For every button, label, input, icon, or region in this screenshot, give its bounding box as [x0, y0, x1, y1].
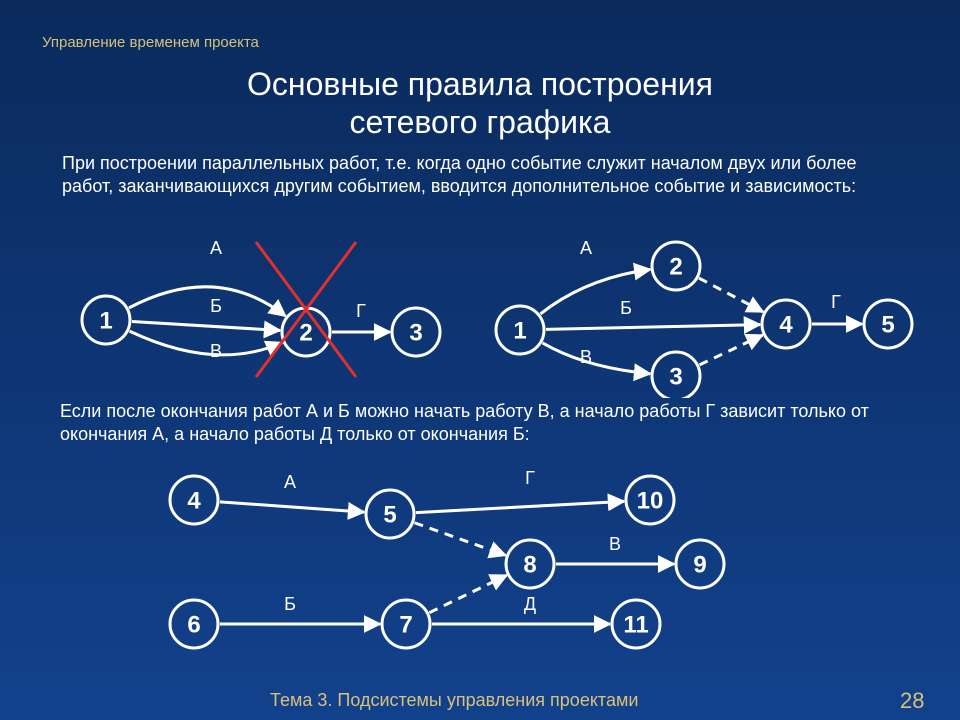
- node-label-7: 7: [399, 612, 412, 639]
- edge-5-8: [414, 523, 505, 556]
- node-label-3: 3: [409, 320, 422, 347]
- diagram-a: А Б В Г 1 2 3: [66, 232, 446, 382]
- node-label-11: 11: [623, 612, 648, 639]
- edge-1-3: [543, 343, 651, 374]
- edge-1-2: [540, 269, 650, 313]
- node-label-2: 2: [299, 320, 312, 347]
- edge-label-Б: Б: [284, 594, 296, 614]
- node-label-1: 1: [99, 308, 112, 335]
- paragraph-2: Если после окончания работ А и Б можно н…: [60, 400, 910, 447]
- node-label-5: 5: [881, 312, 894, 339]
- edge-label-Б: Б: [210, 296, 222, 316]
- edge-label-А: А: [210, 238, 222, 258]
- node-label-2: 2: [669, 254, 682, 281]
- node-label-9: 9: [693, 552, 706, 579]
- edge-label-А: А: [284, 472, 296, 492]
- edge-7-8: [429, 575, 506, 612]
- edge-label-В: В: [580, 347, 592, 367]
- node-label-10: 10: [637, 488, 664, 515]
- edge-4-5: [220, 502, 364, 512]
- page-number: 28: [900, 688, 924, 714]
- edge-label-Д: Д: [524, 594, 536, 614]
- title-line-1: Основные правила построения: [0, 66, 960, 103]
- edge-label-Г: Г: [525, 468, 535, 488]
- diagram-b: А Б В Г 1 2 3 4 5: [476, 228, 916, 398]
- edge-2-4: [699, 278, 763, 312]
- edge-3-4: [700, 335, 763, 365]
- node-label-6: 6: [187, 612, 200, 639]
- edge-label-А: А: [580, 238, 592, 258]
- node-label-8: 8: [523, 552, 536, 579]
- edge-label-Г: Г: [831, 292, 841, 312]
- edge-1-2: [129, 287, 285, 316]
- edge-5-10: [416, 501, 624, 512]
- title-line-2: сетевого графика: [0, 104, 960, 141]
- edge-label-Б: Б: [620, 298, 632, 318]
- footer-text: Тема 3. Подсистемы управления проектами: [270, 690, 638, 711]
- diagram-c: А Г В Б Д 4 5 10 8 9 6 7 11: [150, 460, 770, 650]
- node-label-3: 3: [669, 364, 682, 391]
- edge-label-В: В: [609, 534, 621, 554]
- edge-1-2: [132, 322, 280, 331]
- edge-label-Г: Г: [356, 301, 366, 321]
- node-label-4: 4: [187, 488, 201, 515]
- node-label-5: 5: [383, 502, 396, 529]
- node-label-4: 4: [779, 312, 793, 339]
- node-label-1: 1: [513, 318, 526, 345]
- edge-1-4: [546, 325, 760, 330]
- edge-1-2: [130, 331, 283, 355]
- paragraph-1: При построении параллельных работ, т.е. …: [62, 152, 912, 199]
- edge-label-В: В: [210, 341, 222, 361]
- header-text: Управление временем проекта: [42, 34, 259, 51]
